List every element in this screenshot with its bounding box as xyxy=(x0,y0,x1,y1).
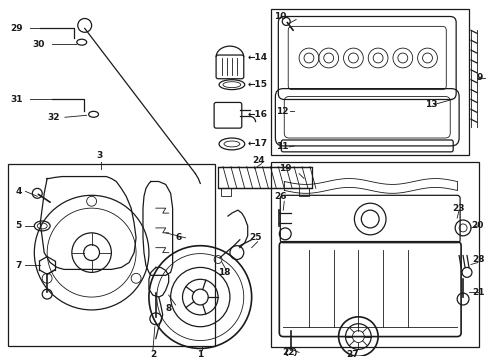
Text: ←17: ←17 xyxy=(247,139,267,148)
Text: 3: 3 xyxy=(96,151,102,160)
Text: ←16: ←16 xyxy=(247,110,267,119)
Text: 6: 6 xyxy=(175,233,182,242)
Text: 1: 1 xyxy=(197,350,203,359)
Bar xyxy=(8,164,215,346)
Text: 12: 12 xyxy=(276,107,288,116)
Text: 4: 4 xyxy=(16,187,22,196)
Text: 29: 29 xyxy=(11,24,23,33)
Text: 18: 18 xyxy=(218,268,230,277)
Text: 21: 21 xyxy=(471,288,484,297)
Text: ←15: ←15 xyxy=(247,80,267,89)
Text: 25: 25 xyxy=(249,233,262,242)
Text: 27: 27 xyxy=(346,350,358,359)
Text: 7: 7 xyxy=(16,261,22,270)
Text: 11: 11 xyxy=(276,143,288,152)
Text: 28: 28 xyxy=(471,255,484,264)
Text: 10: 10 xyxy=(274,12,286,21)
Text: 19: 19 xyxy=(279,164,291,173)
Text: 30: 30 xyxy=(32,40,44,49)
Bar xyxy=(218,167,311,188)
Text: 8: 8 xyxy=(165,305,172,314)
Bar xyxy=(221,188,230,196)
Bar xyxy=(271,9,468,155)
Text: 31: 31 xyxy=(11,95,23,104)
Text: 26: 26 xyxy=(274,192,286,201)
Bar xyxy=(271,162,478,347)
Text: ←14: ←14 xyxy=(247,54,267,63)
Text: 9: 9 xyxy=(476,73,482,82)
Text: 23: 23 xyxy=(451,204,464,213)
Text: 13: 13 xyxy=(424,100,436,109)
Bar xyxy=(299,188,308,196)
Text: 32: 32 xyxy=(47,113,60,122)
Text: 24: 24 xyxy=(252,156,264,165)
Text: 22: 22 xyxy=(282,348,294,357)
Text: 20: 20 xyxy=(470,221,482,230)
Text: 5: 5 xyxy=(16,221,22,230)
Text: 2: 2 xyxy=(150,350,156,359)
